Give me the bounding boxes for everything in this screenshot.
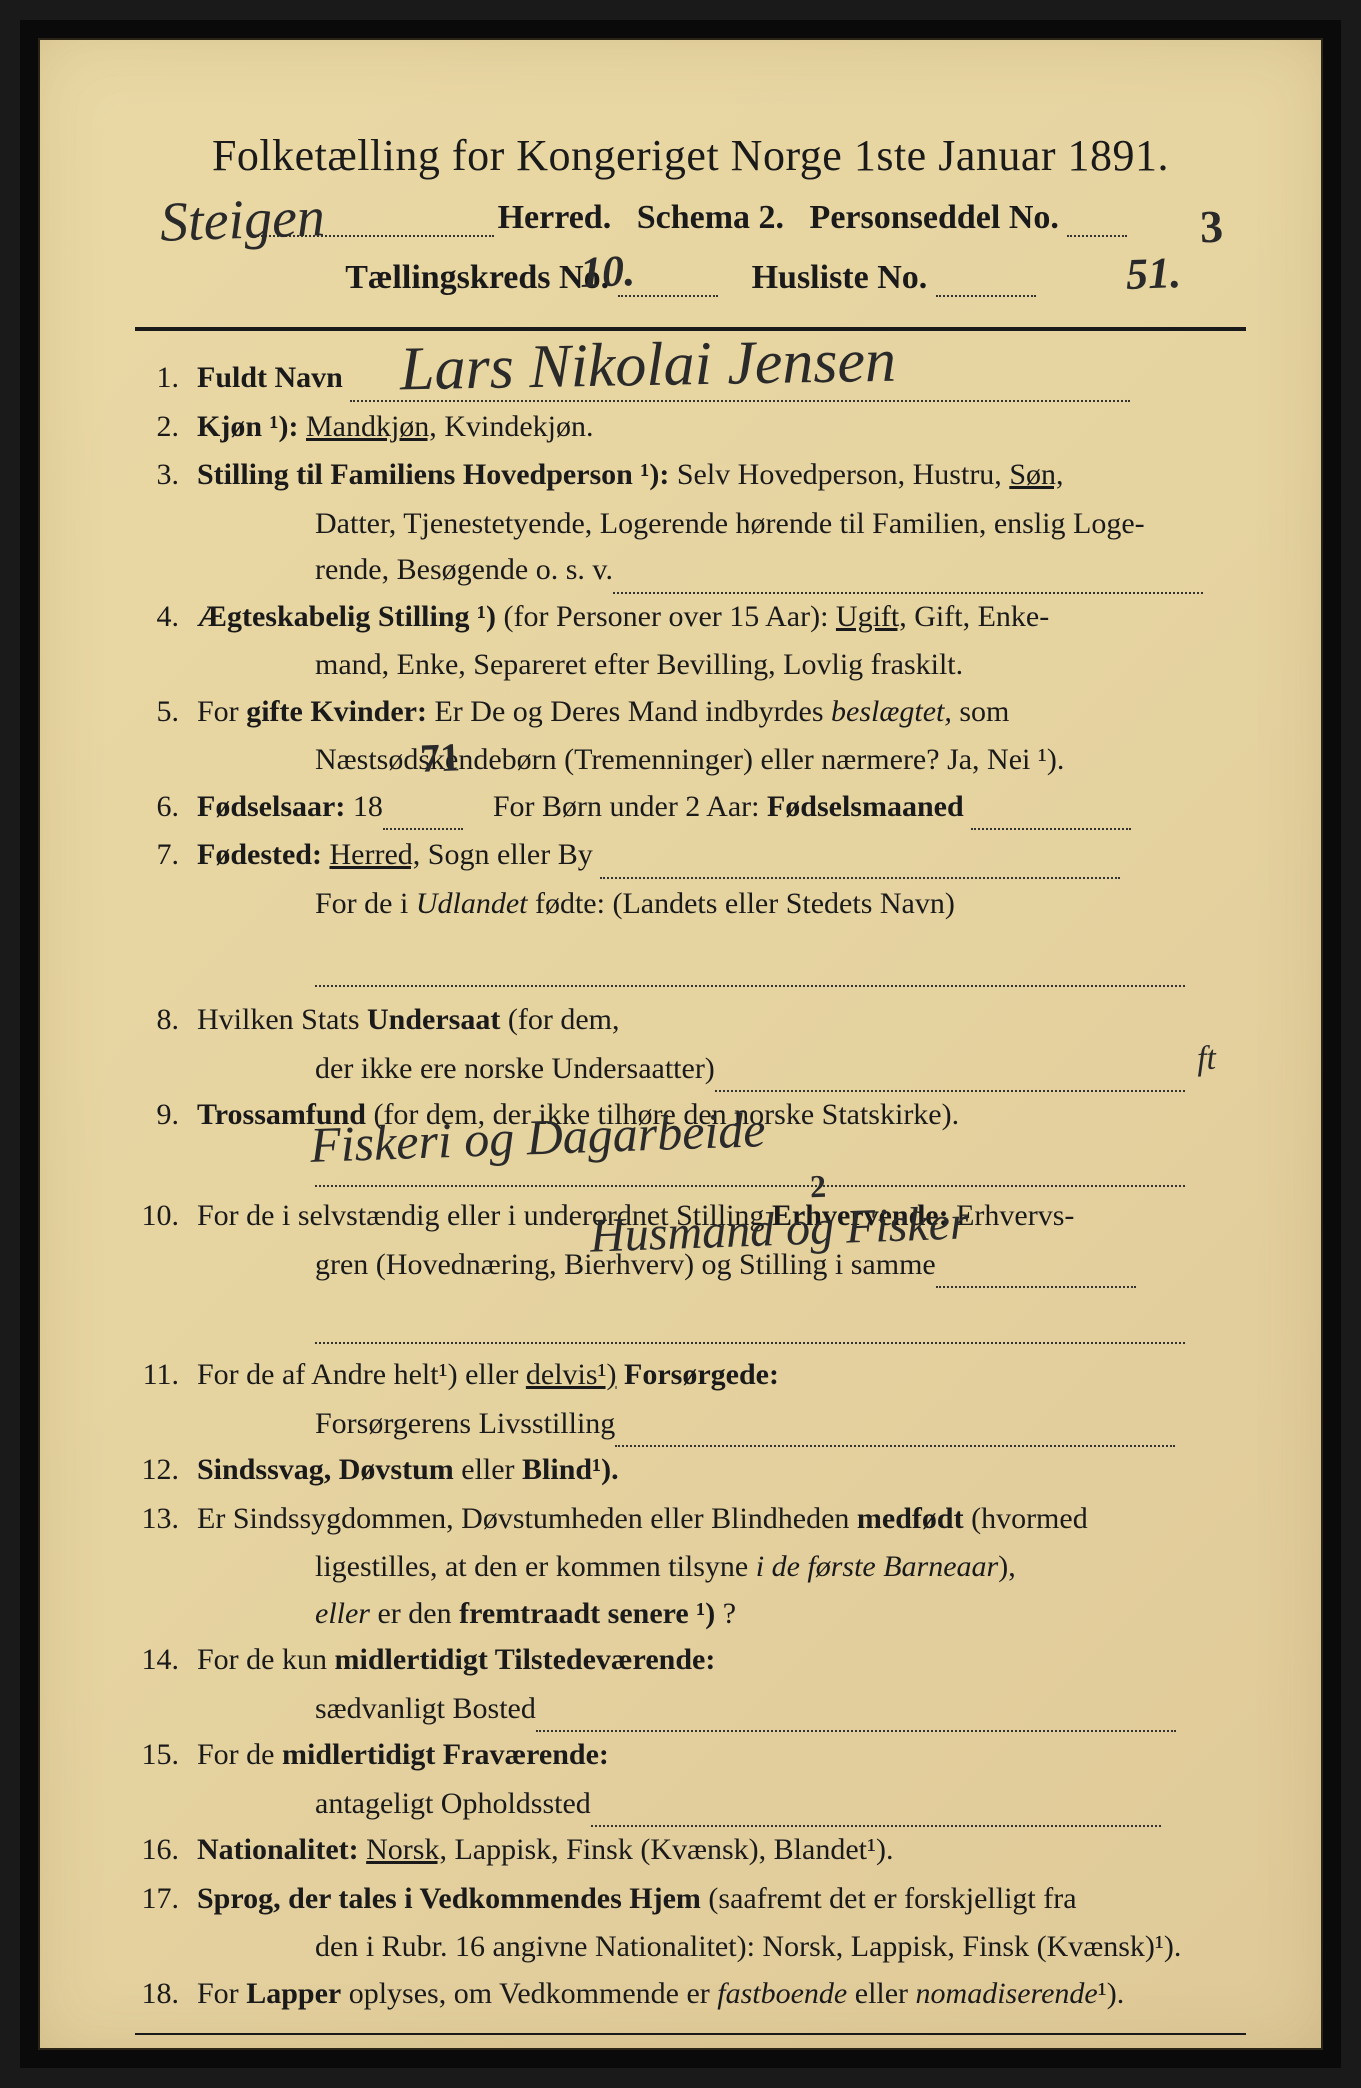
item-6: 6. Fødselsaar: 18 For Børn under 2 Aar: …	[135, 784, 1246, 831]
item-7-line	[135, 927, 1246, 987]
footnote: ¹) De for hvert Tilfælde passende Ord un…	[135, 2053, 1246, 2086]
item-11: 11. For de af Andre helt¹) eller delvis¹…	[135, 1352, 1246, 1399]
census-form-page: Folketælling for Kongeriget Norge 1ste J…	[20, 20, 1341, 2068]
item-8-cont1: der ikke ere norske Undersaatter)	[135, 1046, 1246, 1093]
item-13-cont1: ligestilles, at den er kommen tilsyne i …	[135, 1544, 1246, 1591]
item-3-cont2: rende, Besøgende o. s. v.	[135, 547, 1246, 594]
handwritten-herred: Steigen	[159, 185, 326, 255]
handwritten-birth-year: 71	[419, 733, 461, 781]
item-11-cont1: Forsørgerens Livsstilling	[135, 1401, 1246, 1448]
handwritten-person-no: 3	[1199, 200, 1224, 254]
item-16: 16. Nationalitet: Norsk, Lappisk, Finsk …	[135, 1827, 1246, 1874]
item-5: 5. For gifte Kvinder: Er De og Deres Man…	[135, 689, 1246, 736]
item-17: 17. Sprog, der tales i Vedkommendes Hjem…	[135, 1876, 1246, 1923]
item-18: 18. For Lapper oplyses, om Vedkommende e…	[135, 1971, 1246, 2018]
item-14: 14. For de kun midlertidigt Tilstedevære…	[135, 1637, 1246, 1684]
handwritten-kreds-no: 10.	[579, 245, 636, 298]
handwritten-full-name: Lars Nikolai Jensen	[399, 326, 896, 406]
item-10-line	[135, 1288, 1246, 1344]
item-12: 12. Sindssvag, Døvstum eller Blind¹).	[135, 1447, 1246, 1494]
form-items: 1. Fuldt Navn Lars Nikolai Jensen 2. Kjø…	[135, 355, 1246, 2017]
item-3: 3. Stilling til Familiens Hovedperson ¹)…	[135, 452, 1246, 499]
item-4-cont1: mand, Enke, Separeret efter Bevilling, L…	[135, 642, 1246, 689]
item-7: 7. Fødested: Herred, Sogn eller By	[135, 832, 1246, 879]
item-15: 15. For de midlertidigt Fraværende:	[135, 1732, 1246, 1779]
item-14-cont1: sædvanligt Bosted	[135, 1686, 1246, 1733]
item-8: 8. Hvilken Stats Undersaat (for dem,	[135, 997, 1246, 1044]
handwritten-husliste-no: 51.	[1125, 247, 1182, 300]
item-4: 4. Ægteskabelig Stilling ¹) (for Persone…	[135, 594, 1246, 641]
item-15-cont1: antageligt Opholdssted	[135, 1781, 1246, 1828]
item-2: 2. Kjøn ¹): Mandkjøn, Kvindekjøn.	[135, 404, 1246, 451]
form-title: Folketælling for Kongeriget Norge 1ste J…	[135, 130, 1246, 181]
footer-divider	[135, 2033, 1246, 2035]
item-13-cont2: eller er den fremtraadt senere ¹) ?	[135, 1591, 1246, 1638]
item-7-cont1: For de i Udlandet fødte: (Landets eller …	[135, 881, 1246, 928]
item-5-cont1: Næstsødskendebørn (Tremenninger) eller n…	[135, 737, 1246, 784]
item-13: 13. Er Sindssygdommen, Døvstumheden elle…	[135, 1496, 1246, 1543]
item-17-cont1: den i Rubr. 16 angivne Nationalitet): No…	[135, 1924, 1246, 1971]
handwritten-ft: ft	[1196, 1040, 1216, 1079]
item-3-cont1: Datter, Tjenestetyende, Logerende hørend…	[135, 501, 1246, 548]
header-line-3: Tællingskreds No. Husliste No.	[135, 259, 1246, 297]
